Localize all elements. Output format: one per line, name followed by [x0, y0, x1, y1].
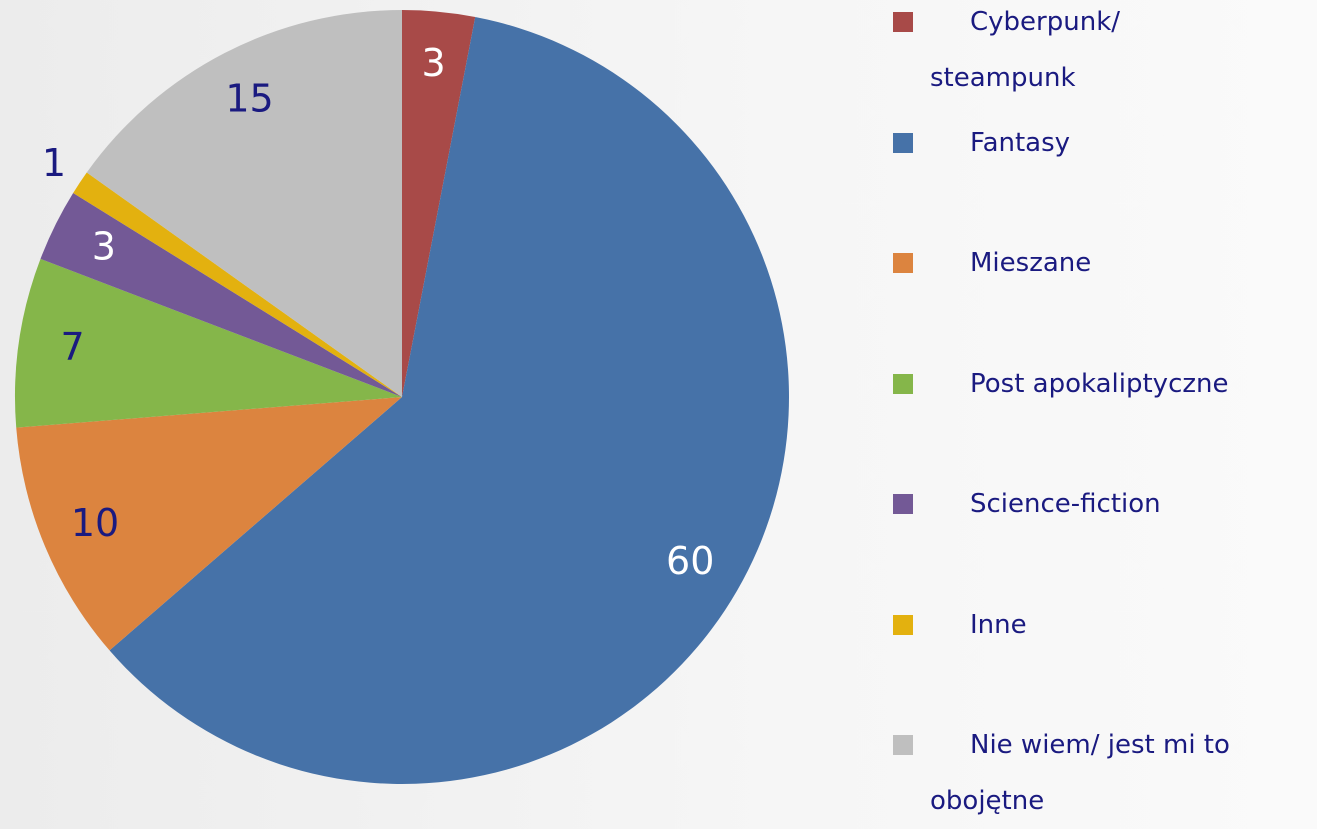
data-label: 3: [422, 41, 446, 85]
legend-item: Nie wiem/ jest mi to obojętne: [893, 717, 1300, 829]
data-label: 60: [666, 539, 714, 583]
pie-slice: [14, 258, 402, 428]
legend-swatch: [893, 12, 913, 32]
legend-label: Science-fiction: [970, 489, 1161, 519]
legend-item: Fantasy: [893, 115, 1310, 171]
data-label: 15: [225, 77, 273, 121]
legend-swatch: [893, 735, 913, 755]
legend-swatch: [893, 614, 913, 635]
pie-slice: [402, 10, 476, 397]
data-label: 7: [60, 325, 84, 369]
legend-item: Inne: [893, 597, 1310, 653]
pie-slice: [109, 16, 790, 785]
legend-swatch: [893, 253, 913, 273]
legend-label: Post apokaliptyczne: [970, 368, 1229, 399]
legend-swatch: [893, 132, 913, 153]
data-label: 3: [92, 225, 116, 269]
pie-slice: [40, 192, 403, 397]
data-label: 1: [42, 141, 66, 185]
pie-slice: [73, 172, 403, 397]
legend-swatch: [893, 373, 913, 394]
data-label: 10: [71, 501, 119, 545]
legend-label: Nie wiem/ jest mi to obojętne: [930, 730, 1230, 816]
pie-slice: [16, 397, 403, 651]
legend: Cyberpunk/ steampunk Fantasy Mieszane Post …: [893, 0, 1317, 816]
legend-item: Science-fiction: [893, 476, 1310, 532]
legend-label: Cyberpunk/ steampunk: [930, 7, 1121, 93]
legend-swatch: [893, 494, 913, 514]
legend-label: Mieszane: [970, 248, 1092, 278]
legend-item: Mieszane: [893, 235, 1310, 291]
legend-item: Cyberpunk/ steampunk: [893, 0, 1160, 106]
legend-label: Fantasy: [970, 127, 1071, 158]
legend-label: Inne: [970, 609, 1027, 640]
pie-slice: [86, 10, 403, 397]
legend-item: Post apokaliptyczne: [893, 356, 1310, 412]
